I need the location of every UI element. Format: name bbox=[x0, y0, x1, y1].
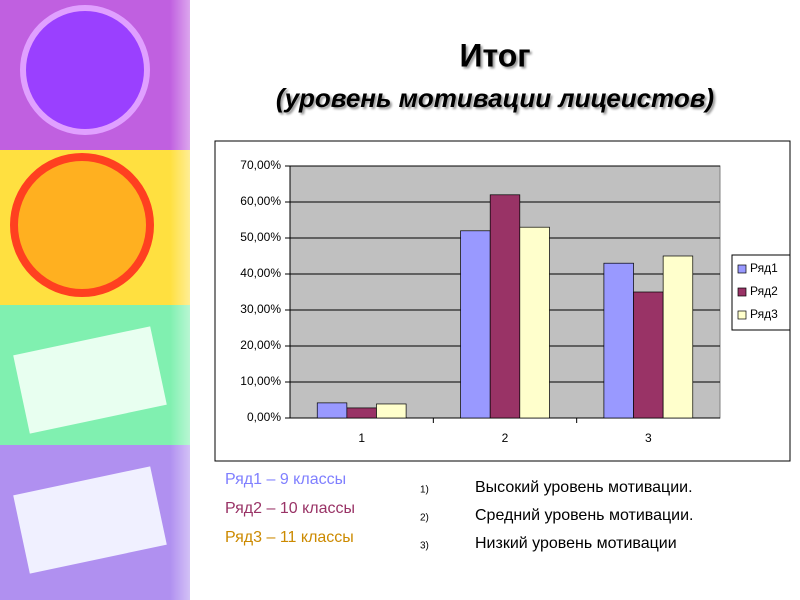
bar bbox=[662, 255, 694, 419]
legend-swatch bbox=[737, 310, 747, 320]
item-number: 1) bbox=[420, 485, 429, 496]
slide-subtitle: (уровень мотивации лицеистов) bbox=[276, 83, 714, 113]
bar bbox=[376, 403, 407, 419]
y-tick-label: 0,00% bbox=[247, 410, 281, 424]
y-tick-label: 40,00% bbox=[240, 266, 281, 280]
x-tick-label: 2 bbox=[502, 431, 509, 445]
series-note: Ряд1 – 9 классы bbox=[225, 471, 346, 488]
item-text: Средний уровень мотивации. bbox=[475, 507, 693, 524]
bar bbox=[489, 194, 521, 419]
series-note: Ряд2 – 10 классы bbox=[225, 500, 355, 517]
item-number: 3) bbox=[420, 541, 429, 552]
y-tick-label: 50,00% bbox=[240, 230, 281, 244]
x-tick-label: 3 bbox=[645, 431, 652, 445]
side-images bbox=[0, 0, 215, 600]
item-number: 2) bbox=[420, 513, 429, 524]
y-tick-label: 30,00% bbox=[240, 302, 281, 316]
bar bbox=[603, 262, 634, 419]
legend-swatch bbox=[737, 264, 747, 274]
item-text: Низкий уровень мотивации bbox=[475, 535, 677, 552]
bar bbox=[346, 407, 377, 419]
y-tick-label: 10,00% bbox=[240, 374, 281, 388]
legend-label: Ряд1 bbox=[750, 261, 778, 275]
series-note: Ряд3 – 11 классы bbox=[225, 529, 354, 546]
legend-label: Ряд2 bbox=[750, 284, 778, 298]
bar bbox=[519, 226, 550, 419]
legend-label: Ряд3 bbox=[750, 307, 778, 321]
bar bbox=[460, 230, 491, 419]
slide-title: Итог bbox=[459, 37, 530, 73]
y-tick-label: 60,00% bbox=[240, 194, 281, 208]
x-tick-label: 1 bbox=[358, 431, 365, 445]
y-tick-label: 20,00% bbox=[240, 338, 281, 352]
notes: Ряд1 – 9 классы Ряд2 – 10 классы Ряд3 – 11… bbox=[225, 471, 693, 552]
y-tick-label: 70,00% bbox=[240, 158, 281, 172]
legend-swatch bbox=[737, 287, 747, 297]
chart: 0,00% 10,00% 20,00% 30,00% 40,00% 50,00% 60,00… bbox=[240, 158, 778, 445]
bar bbox=[633, 291, 664, 419]
item-text: Высокий уровень мотивации. bbox=[475, 479, 693, 496]
bar bbox=[316, 402, 348, 419]
